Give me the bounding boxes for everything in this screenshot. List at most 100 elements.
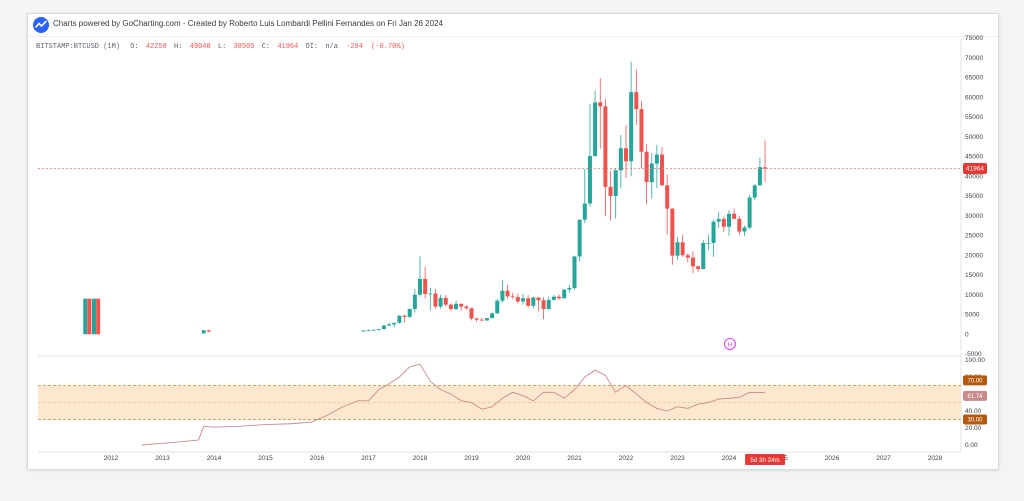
candle-body	[742, 227, 747, 232]
candle-body	[546, 299, 551, 309]
candle	[706, 234, 711, 250]
candle	[737, 215, 742, 235]
candle	[206, 329, 211, 333]
chart-canvas[interactable]: 7500070000650006000055000500004500040000…	[28, 14, 998, 469]
candle-body	[371, 329, 376, 331]
candle	[721, 216, 726, 232]
candle	[96, 298, 101, 335]
candle	[634, 69, 639, 125]
candle	[361, 330, 366, 332]
candle	[577, 219, 582, 262]
price-tick-label: 30000	[965, 213, 983, 220]
candle-body	[727, 213, 731, 227]
candle	[567, 284, 572, 293]
candle	[639, 101, 644, 169]
candle	[392, 322, 397, 328]
time-tick-label: 2018	[413, 455, 428, 462]
candle-body	[448, 304, 453, 309]
candle-body	[454, 303, 459, 309]
price-tick-label: 75000	[965, 35, 983, 42]
candle-countdown-badge: 5d 3h 24m	[745, 454, 786, 465]
candle	[454, 300, 459, 311]
time-tick-label: 2028	[928, 455, 943, 462]
candle	[757, 157, 762, 186]
last-price-label: 41964	[966, 166, 984, 173]
candle-body	[505, 290, 510, 297]
candle-body	[685, 255, 690, 258]
candle	[618, 135, 623, 189]
candle-body	[397, 315, 402, 323]
low-value: 38505	[233, 43, 254, 51]
candle-body	[598, 102, 603, 107]
candle	[680, 234, 685, 257]
header-attribution: Charts powered by GoCharting.com - Creat…	[53, 19, 443, 28]
candle	[727, 210, 731, 236]
candle-body	[716, 218, 721, 222]
candle	[587, 103, 592, 207]
candle-series	[83, 61, 768, 335]
candle	[407, 308, 412, 319]
candle	[654, 144, 659, 189]
time-tick-label: 2014	[207, 455, 222, 462]
price-tick-label: 70000	[965, 55, 983, 62]
candle	[711, 219, 716, 257]
candle	[459, 303, 464, 311]
candle-body	[490, 313, 495, 319]
candle-body	[567, 288, 572, 290]
price-tick-label: 45000	[965, 154, 983, 161]
candle	[665, 174, 670, 235]
candle	[448, 303, 453, 312]
candle	[546, 296, 551, 310]
candle	[531, 296, 536, 309]
candle	[371, 329, 376, 331]
candle	[660, 147, 665, 186]
price-tick-label: 25000	[965, 233, 983, 240]
rsi-lower-badge: 30.00	[963, 414, 987, 425]
candle-body	[629, 92, 634, 162]
candle-body	[660, 154, 665, 186]
candle-body	[87, 298, 92, 335]
rsi-tick-label: 40.00	[965, 408, 982, 415]
rsi-current-label: 61.74	[967, 394, 983, 400]
time-tick-label: 2023	[670, 455, 685, 462]
candle-body	[763, 167, 768, 169]
candle-body	[428, 293, 433, 295]
oi-value: n/a	[325, 43, 338, 51]
rsi-line	[141, 363, 766, 446]
candle	[649, 153, 654, 199]
candle	[433, 288, 438, 309]
change-value: -294	[346, 43, 363, 51]
last-price-badge: 41964	[963, 162, 987, 174]
rsi-tick-label: 20.00	[965, 425, 982, 432]
candle	[732, 208, 737, 219]
candle-body	[402, 315, 407, 317]
candle-body	[696, 266, 701, 270]
candle-body	[551, 296, 556, 300]
candle-body	[376, 329, 381, 330]
price-tick-label: 35000	[965, 193, 983, 200]
candle	[685, 253, 690, 263]
candle	[366, 329, 371, 332]
candle-body	[613, 170, 618, 196]
candle	[613, 168, 618, 219]
candle	[402, 314, 407, 323]
candle-body	[701, 243, 706, 270]
candle	[438, 294, 443, 309]
h-marker[interactable]: H	[724, 338, 736, 350]
candle-body	[577, 219, 582, 257]
candle-body	[412, 294, 417, 309]
price-tick-label: 50000	[965, 134, 983, 141]
high-label: H:	[174, 43, 182, 51]
change-percent: (-0.70%)	[371, 43, 405, 51]
open-value: 42258	[146, 43, 167, 51]
time-tick-label: 2012	[104, 455, 119, 462]
candle-body	[593, 102, 598, 157]
candle-body	[670, 208, 675, 256]
candle-body	[737, 218, 742, 232]
time-tick-label: 2027	[876, 455, 891, 462]
candle	[500, 279, 505, 303]
candle	[541, 297, 546, 320]
time-tick-label: 2017	[361, 455, 376, 462]
candle-body	[92, 298, 97, 335]
candle	[593, 90, 598, 157]
